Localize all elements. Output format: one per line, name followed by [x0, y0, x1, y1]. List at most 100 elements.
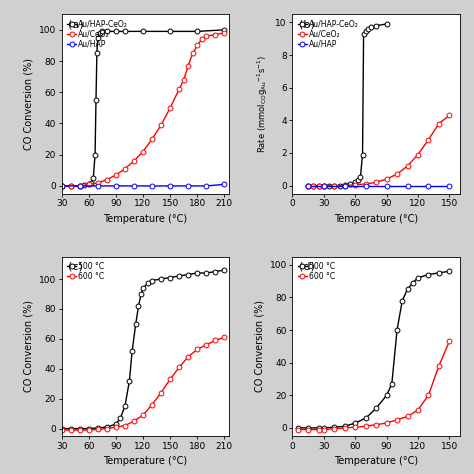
Text: (b): (b): [299, 19, 315, 29]
Au/HAP: [167, 183, 173, 189]
Line: 600 °C: 600 °C: [59, 335, 227, 433]
Au/CeO₂: [415, 152, 421, 157]
Au/HAP: [305, 183, 311, 189]
Au/HAP-CeO₂: [82, 182, 87, 188]
600 °C: [394, 417, 400, 423]
Au/HAP-CeO₂: [140, 28, 146, 34]
Line: Au/HAP-CeO₂: Au/HAP-CeO₂: [59, 27, 227, 188]
500 °C: [145, 281, 150, 286]
Au/HAP-CeO₂: [86, 182, 91, 187]
500 °C: [167, 274, 173, 280]
Au/CeO₂: [59, 183, 64, 189]
600 °C: [436, 363, 442, 369]
Au/CeO₂: [140, 149, 146, 155]
600 °C: [374, 422, 379, 428]
Au/HAP-CeO₂: [93, 97, 99, 103]
Legend: Au/HAP-CeO₂, Au/CeO₂, Au/HAP: Au/HAP-CeO₂, Au/CeO₂, Au/HAP: [296, 18, 361, 50]
Au/CeO₂: [86, 182, 91, 187]
500 °C: [68, 426, 73, 431]
600 °C: [59, 427, 64, 433]
500 °C: [295, 425, 301, 431]
600 °C: [131, 418, 137, 424]
Au/HAP: [342, 183, 347, 189]
500 °C: [122, 403, 128, 409]
500 °C: [118, 415, 123, 421]
Au/HAP-CeO₂: [59, 183, 64, 189]
Au/CeO₂: [194, 43, 200, 48]
Au/CeO₂: [122, 166, 128, 172]
Au/CeO₂: [203, 33, 209, 39]
Au/HAP-CeO₂: [356, 177, 361, 182]
500 °C: [405, 286, 410, 292]
Line: 500 °C: 500 °C: [59, 268, 227, 431]
Au/HAP: [321, 183, 327, 189]
600 °C: [331, 426, 337, 432]
600 °C: [122, 423, 128, 428]
600 °C: [140, 412, 146, 418]
Au/HAP-CeO₂: [92, 152, 98, 157]
500 °C: [104, 424, 109, 430]
X-axis label: Temperature (°C): Temperature (°C): [334, 456, 418, 466]
500 °C: [176, 273, 182, 279]
Line: Au/HAP-CeO₂: Au/HAP-CeO₂: [306, 22, 389, 188]
500 °C: [59, 426, 64, 431]
500 °C: [136, 303, 141, 309]
500 °C: [426, 272, 431, 277]
Au/CeO₂: [316, 183, 321, 189]
Au/HAP-CeO₂: [326, 183, 332, 189]
Au/CeO₂: [436, 121, 442, 127]
Au/HAP-CeO₂: [68, 183, 73, 189]
500 °C: [316, 425, 321, 431]
Au/HAP-CeO₂: [357, 174, 363, 180]
500 °C: [212, 269, 218, 274]
500 °C: [158, 276, 164, 282]
Au/CeO₂: [394, 171, 400, 177]
Au/HAP-CeO₂: [321, 183, 327, 189]
500 °C: [133, 321, 138, 327]
500 °C: [321, 425, 327, 431]
Au/HAP-CeO₂: [221, 27, 227, 33]
600 °C: [405, 414, 410, 419]
Au/HAP-CeO₂: [363, 27, 368, 33]
500 °C: [415, 275, 421, 281]
500 °C: [86, 426, 91, 431]
500 °C: [95, 425, 100, 431]
600 °C: [194, 346, 200, 352]
600 °C: [86, 427, 91, 433]
Au/CeO₂: [352, 182, 358, 188]
Au/HAP: [203, 183, 209, 189]
500 °C: [394, 327, 400, 333]
600 °C: [95, 427, 100, 432]
500 °C: [400, 298, 405, 303]
500 °C: [384, 392, 390, 398]
600 °C: [447, 338, 452, 344]
600 °C: [352, 424, 358, 430]
Au/HAP-CeO₂: [342, 182, 347, 188]
600 °C: [342, 425, 347, 431]
Y-axis label: CO Conversion (%): CO Conversion (%): [23, 301, 33, 392]
500 °C: [305, 425, 311, 431]
Au/HAP: [131, 183, 137, 189]
X-axis label: Temperature (°C): Temperature (°C): [103, 456, 187, 466]
600 °C: [295, 427, 301, 432]
Au/HAP: [95, 183, 100, 189]
600 °C: [316, 427, 321, 432]
600 °C: [321, 427, 327, 432]
600 °C: [384, 420, 390, 426]
Y-axis label: CO Conversion (%): CO Conversion (%): [254, 301, 264, 392]
Au/CeO₂: [185, 63, 191, 69]
Au/CeO₂: [221, 30, 227, 36]
Au/CeO₂: [149, 136, 155, 142]
Text: (d): (d): [299, 262, 315, 272]
Au/CeO₂: [95, 180, 100, 186]
Au/HAP-CeO₂: [167, 28, 173, 34]
500 °C: [331, 424, 337, 430]
500 °C: [129, 348, 135, 354]
Au/CeO₂: [158, 122, 164, 128]
500 °C: [77, 426, 82, 431]
Au/CeO₂: [190, 50, 196, 56]
500 °C: [342, 423, 347, 429]
600 °C: [167, 376, 173, 382]
600 °C: [363, 423, 368, 429]
600 °C: [426, 392, 431, 398]
